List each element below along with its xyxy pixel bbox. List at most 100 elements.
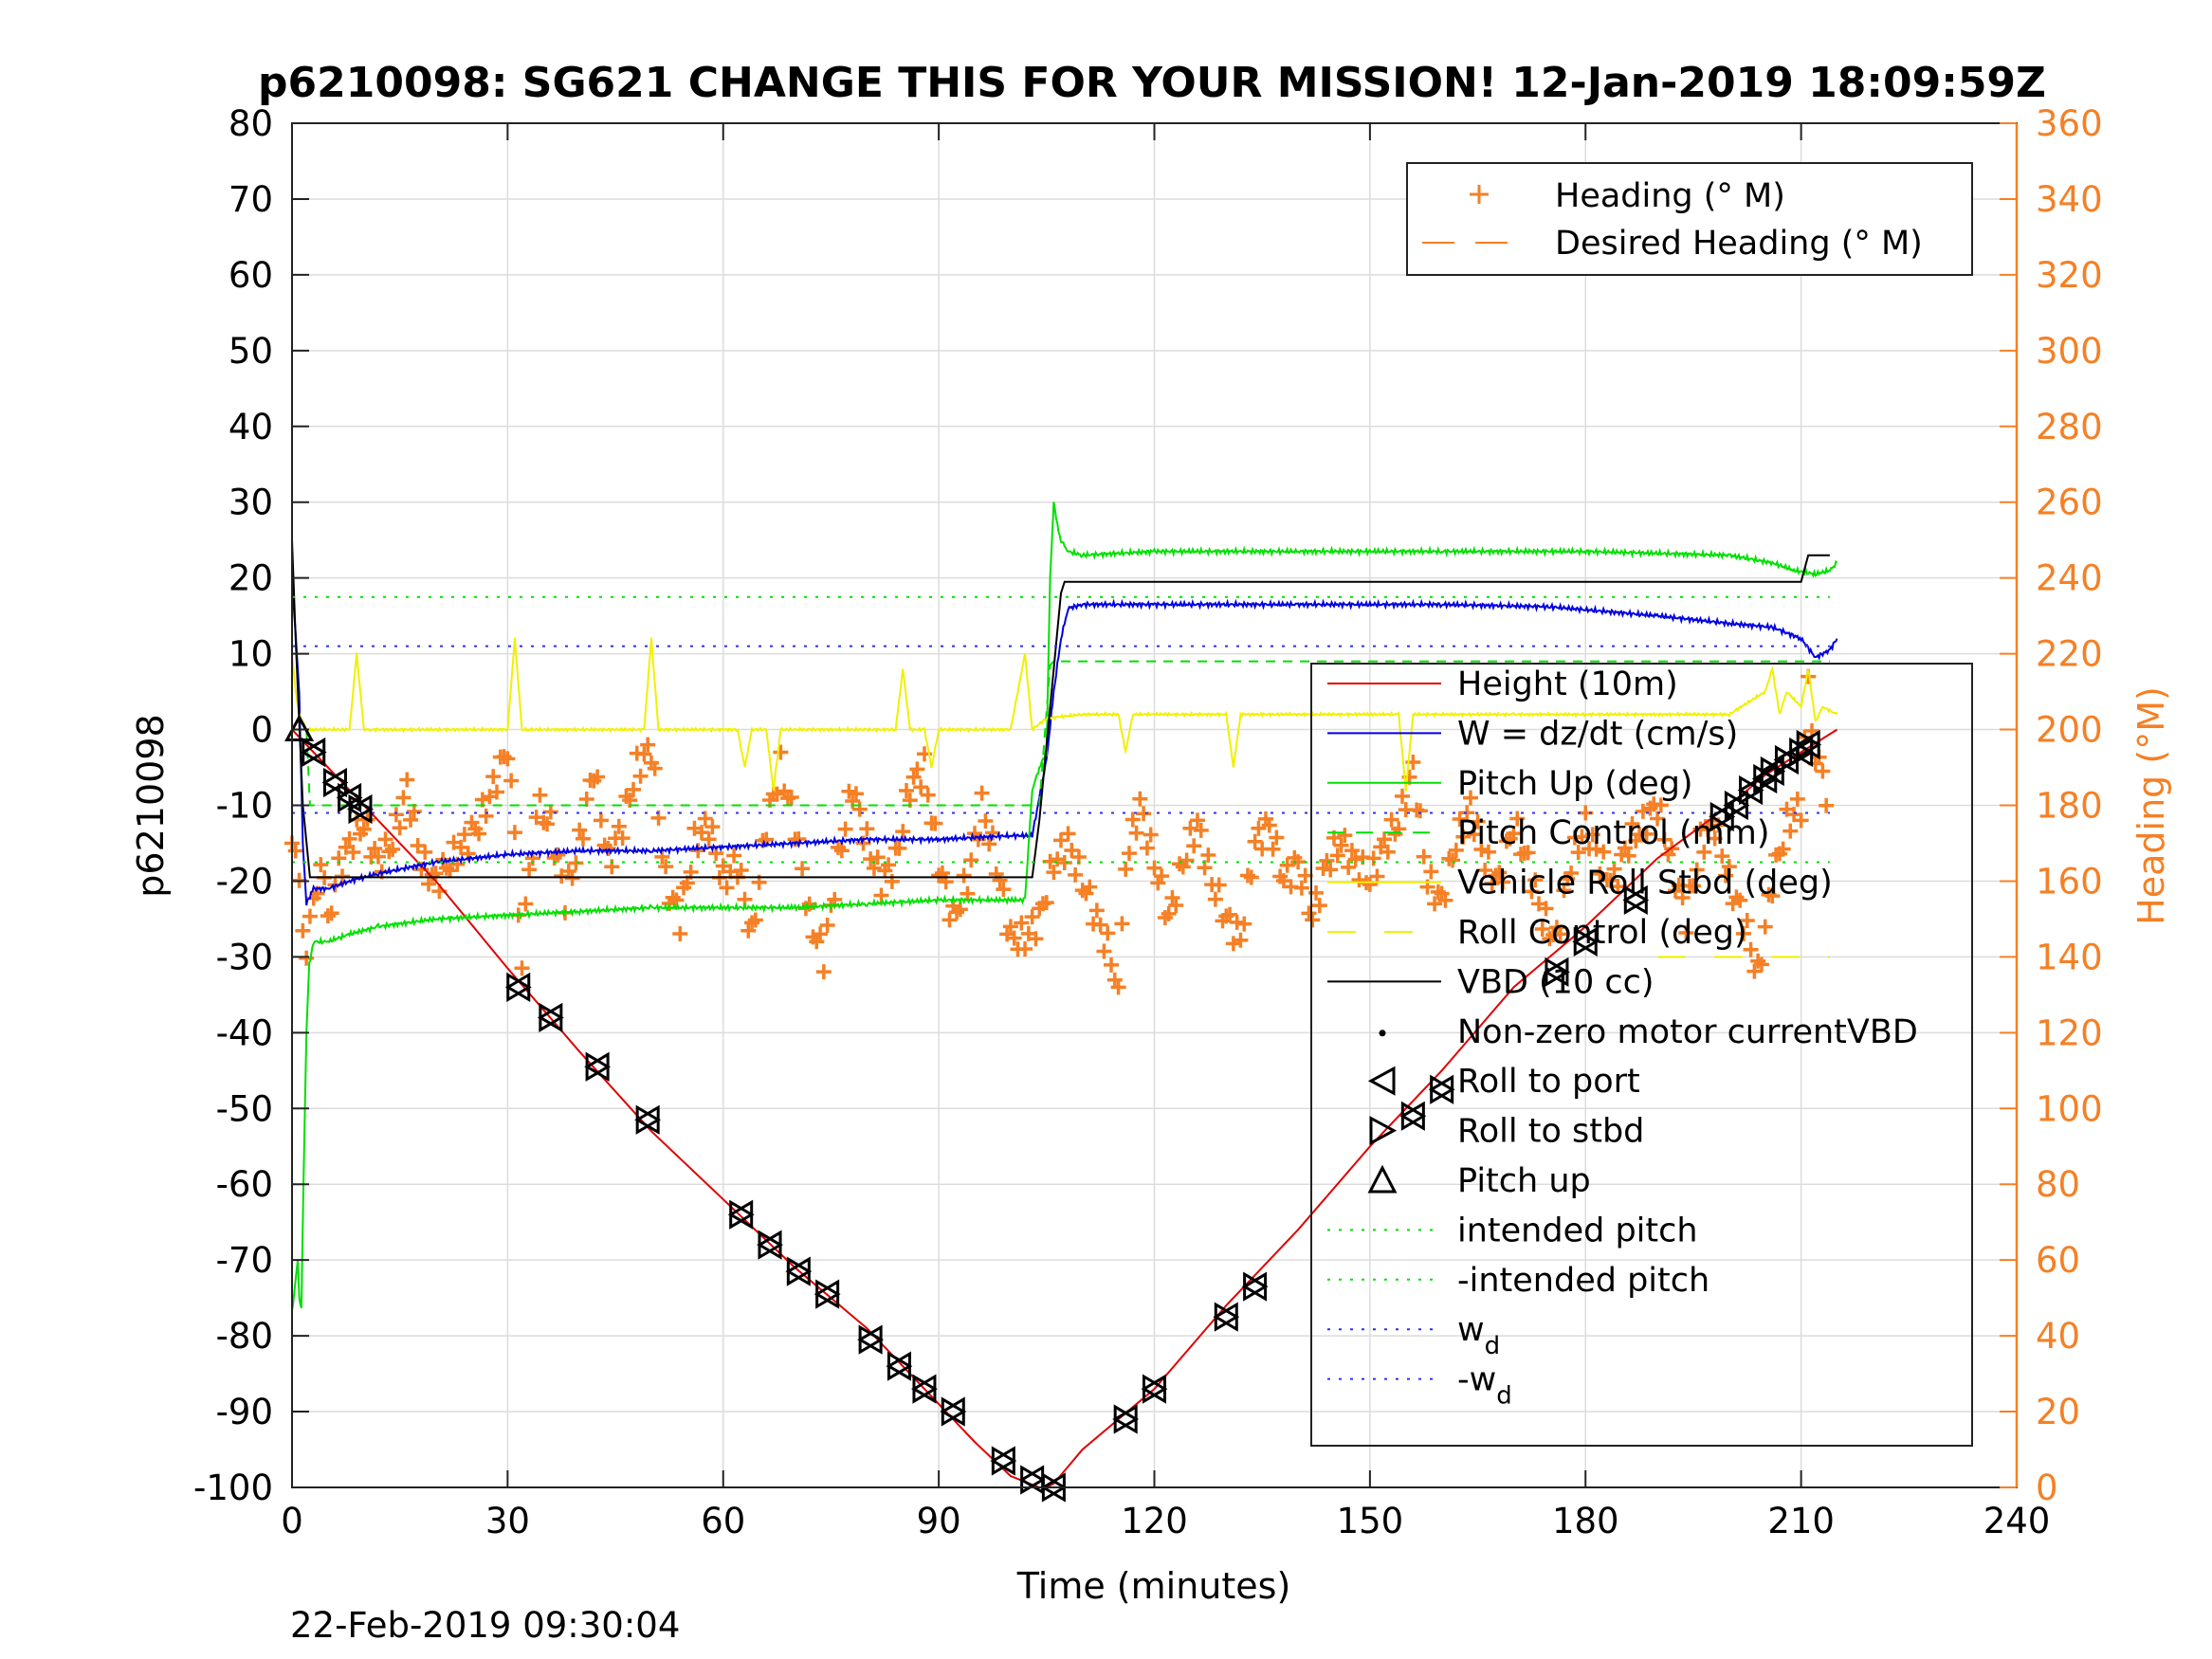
heading-point [1323,862,1339,878]
heading-point [1480,844,1496,860]
heading-point [640,737,656,753]
heading-point [1423,864,1439,880]
heading-point [719,880,735,896]
y-tick-label-left: -80 [216,1316,273,1357]
y-tick-label-left: -90 [216,1392,273,1432]
heading-point [1793,812,1809,829]
y-tick-label-left: -30 [216,937,273,977]
heading-point [974,785,990,801]
heading-point [1347,851,1363,867]
y-axis-label-left: p6210098 [130,714,172,897]
heading-point [550,847,566,863]
x-tick-label: 120 [1121,1501,1188,1541]
y-tick-label-right: 160 [2036,861,2103,902]
heading-point [881,857,897,873]
y-tick-label-right: 220 [2036,634,2103,675]
heading-point [1556,883,1572,899]
heading-point [341,830,357,847]
heading-point [1028,931,1044,947]
heading-point [1211,877,1227,893]
legend-plus-icon [1470,185,1489,204]
y-tick-label-left: 30 [229,483,273,523]
heading-point [978,813,994,830]
heading-point [1092,917,1108,933]
legend-series-box [1310,663,1973,1447]
heading-point [1132,791,1148,807]
heading-point [747,912,763,928]
heading-point [503,773,520,789]
heading-point [1269,830,1285,846]
heading-point [1297,867,1313,884]
heading-point [1412,803,1428,819]
heading-point [1229,914,1245,930]
heading-point [1746,963,1763,979]
series-line [291,539,1830,879]
heading-point [891,840,907,856]
heading-point [572,822,588,838]
y-tick-label-left: 40 [229,407,273,447]
x-tick-label: 0 [281,1501,303,1541]
heading-point [1466,827,1482,843]
legend-entry-label: Pitch Control (mm) [1457,814,1769,852]
heading-point [1506,826,1522,842]
heading-point [1524,884,1540,900]
y-tick-label-left: 50 [229,331,273,372]
legend-heading: Heading (° M) Desired Heading (° M) [1406,162,1973,276]
heading-point [1470,813,1486,830]
heading-point [1689,862,1705,878]
heading-point [388,807,404,823]
heading-point [1721,859,1737,875]
heading-point [1104,957,1120,973]
roll-stbd-marker [1724,790,1750,821]
roll-stbd-marker [1020,1465,1046,1495]
heading-point [1448,842,1464,858]
heading-point [1002,919,1018,935]
roll-stbd-marker [1113,1404,1140,1434]
heading-point [795,861,811,877]
heading-point [863,851,879,867]
heading-point [992,872,1008,888]
x-tick-label: 210 [1767,1501,1835,1541]
roll-stbd-marker [1143,1374,1168,1404]
heading-point [769,786,785,802]
heading-point [521,862,538,878]
legend-dot-icon [1379,1030,1386,1037]
heading-point [1620,848,1636,864]
heading-point [1757,919,1773,935]
roll-stbd-marker [941,1396,967,1427]
heading-point [1279,857,1295,873]
heading-point [1251,820,1267,836]
heading-point [1462,790,1478,806]
heading-point [1143,827,1159,843]
legend-triangle-icon [1369,1116,1398,1146]
x-tick-label: 150 [1337,1501,1404,1541]
heading-point [813,926,829,942]
heading-point [827,891,843,907]
heading-point [1588,841,1604,857]
heading-point [654,848,670,865]
roll-stbd-marker [912,1374,938,1404]
heading-point [367,840,383,856]
roll-stbd-marker [758,1230,783,1260]
heading-point [1146,860,1162,876]
heading-point [1128,825,1144,841]
y-tick-label-left: 20 [229,558,273,599]
heading-point [1114,916,1130,932]
heading-point [1674,889,1691,905]
heading-point [302,908,318,924]
roll-stbd-marker [1573,926,1600,957]
roll-stbd-marker [539,1002,564,1032]
heading-point [1656,831,1673,848]
roll-stbd-marker [1545,957,1570,988]
heading-point [694,825,710,841]
heading-point [539,816,556,832]
heading-point [1179,852,1195,868]
plot-area [284,501,1838,1503]
heading-point [1193,822,1209,838]
y-tick-label-right: 260 [2036,483,2103,523]
roll-stbd-marker [1623,884,1650,916]
heading-point [1477,862,1493,878]
heading-point [1014,915,1030,931]
heading-point [370,848,386,865]
x-tick-label: 90 [917,1501,961,1541]
